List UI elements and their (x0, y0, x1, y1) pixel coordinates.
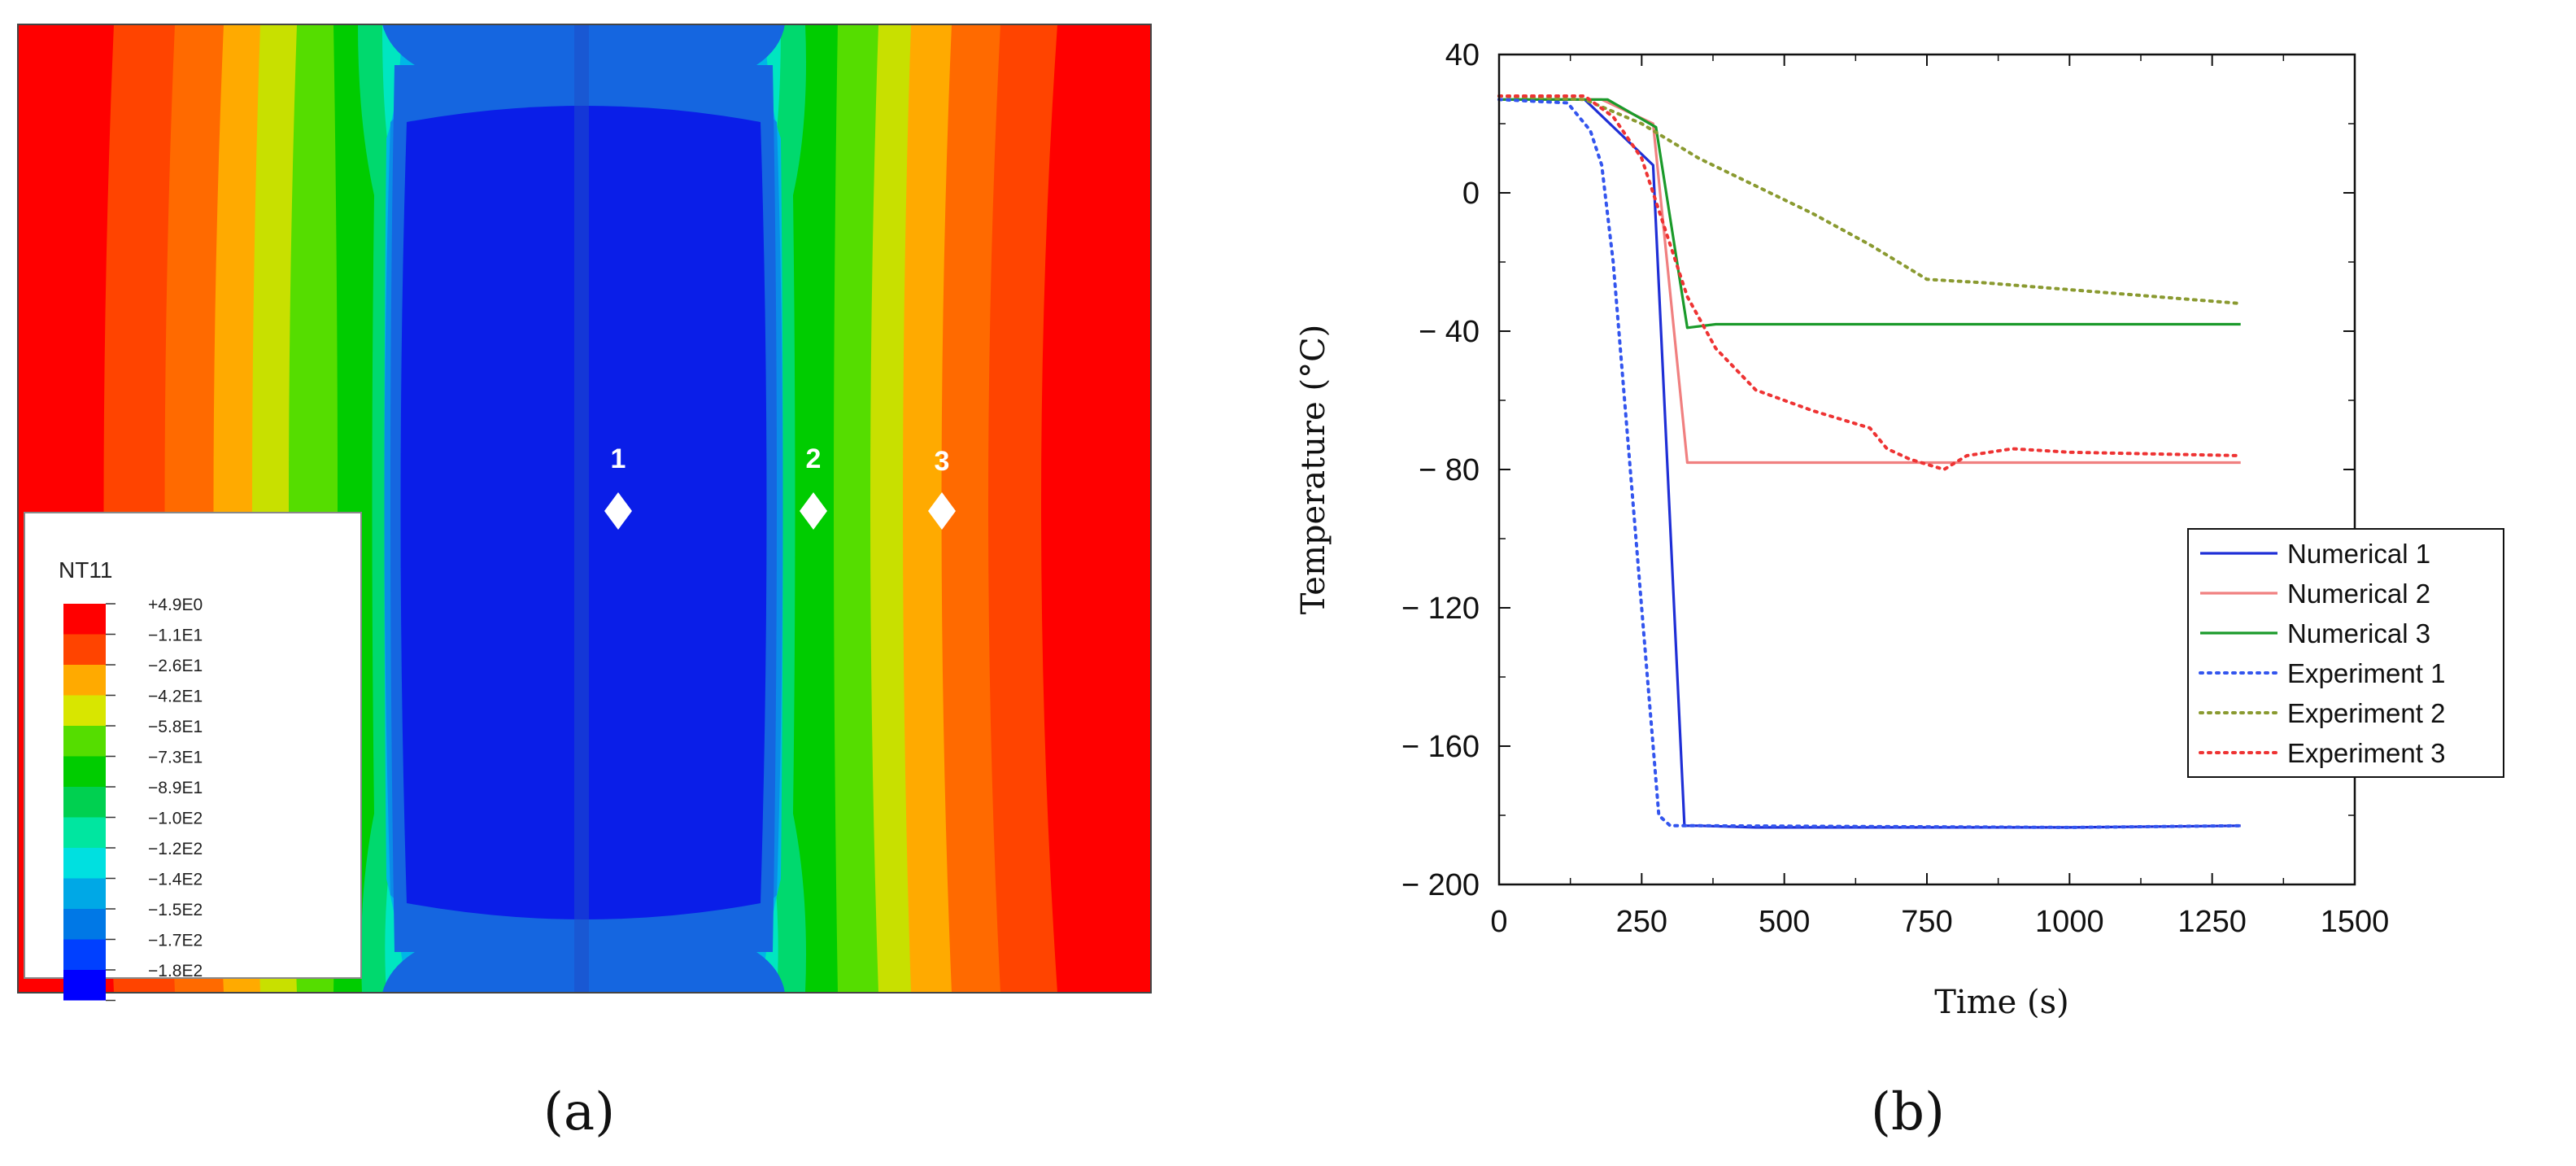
legend-label: −4.2E1 (148, 688, 203, 706)
x-tick-label: 250 (1616, 905, 1667, 939)
y-tick-label: − 200 (1401, 868, 1480, 902)
legend-swatch (63, 634, 106, 665)
legend-swatch (63, 604, 106, 635)
point-marker-3 (928, 492, 956, 530)
contour-panel: 1 2 3 NT11 +4.9E0 −1.1E1 −2.6E1 −4.2E1 −5.8E… (0, 0, 1188, 1017)
tick-labels: 0 250 500 750 1000 1250 1500 40 0 − 40 − 80 − 120 − … (1401, 38, 2389, 939)
y-tick-label: − 160 (1401, 730, 1480, 764)
x-tick-label: 1250 (2177, 905, 2247, 939)
nt11-legend: NT11 +4.9E0 −1.1E1 −2.6E1 −4.2E1 −5.8E1 −7.3E… (24, 512, 362, 1002)
legend-swatch (63, 787, 106, 818)
contour-plot: 1 2 3 NT11 +4.9E0 −1.1E1 −2.6E1 −4.2E1 −5.8E… (17, 24, 1152, 1002)
legend-label: −8.9E1 (148, 779, 203, 797)
legend-swatch (63, 756, 106, 787)
measurement-point-2: 2 (800, 443, 827, 530)
point-marker-1 (604, 492, 632, 530)
caption-b: (b) (1871, 1082, 1945, 1142)
x-tick-label: 750 (1901, 905, 1952, 939)
legend-swatch (63, 726, 106, 757)
x-axis-label: Time (s) (1934, 984, 2069, 1021)
legend-entry-3: Numerical 3 (2287, 618, 2430, 649)
legend-label: −1.0E2 (148, 810, 203, 828)
point-label-1: 1 (611, 443, 626, 474)
point-label-3: 3 (935, 446, 950, 477)
chart-legend-box (2187, 528, 2504, 778)
legend-label: −1.1E1 (148, 627, 203, 645)
legend-label: −1.4E2 (148, 871, 203, 889)
legend-label: −1.8E2 (148, 962, 203, 980)
point-marker-2 (800, 492, 827, 530)
series-layer (1497, 94, 2243, 829)
plot-border (17, 24, 1152, 994)
legend-swatch (63, 695, 106, 726)
x-tick-label: 500 (1759, 905, 1810, 939)
legend-swatch (63, 848, 106, 879)
legend-swatch (63, 817, 106, 848)
plot-frame (1497, 53, 2356, 886)
legend-title: NT11 (59, 557, 112, 583)
center-divider (574, 24, 589, 993)
temperature-chart: 0 250 500 750 1000 1250 1500 40 0 − 40 − 80 − 120 − … (1295, 38, 2504, 1021)
legend-swatch (63, 939, 106, 970)
series-line-5 (1497, 94, 2243, 305)
legend-entry-5: Experiment 2 (2287, 698, 2445, 728)
legend-entry-2: Numerical 2 (2287, 579, 2430, 609)
x-tick-label: 1500 (2321, 905, 2390, 939)
legend-entry-4: Experiment 1 (2287, 658, 2445, 688)
y-tick-label: 40 (1445, 38, 1480, 72)
legend-swatch (63, 878, 106, 909)
x-tick-label: 0 (1490, 905, 1507, 939)
legend-label: −1.2E2 (148, 840, 203, 858)
legend-entry-1: Numerical 1 (2287, 539, 2430, 569)
series-line-2 (1499, 98, 2241, 465)
y-tick-label: 0 (1462, 177, 1480, 211)
legend-label: −1.5E2 (148, 901, 203, 919)
y-tick-label: − 80 (1419, 453, 1480, 487)
chart-panel: 0 250 500 750 1000 1250 1500 40 0 − 40 − 80 − 120 − … (1188, 0, 2576, 1058)
measurement-point-1: 1 (604, 443, 632, 530)
caption-a: (a) (543, 1082, 616, 1142)
legend-label: −2.6E1 (148, 657, 203, 675)
x-tick-label: 1000 (2035, 905, 2104, 939)
series-line-6 (1497, 94, 2243, 471)
point-label-2: 2 (806, 443, 822, 474)
contour-bands (103, 24, 1057, 993)
y-axis-label: Temperature (°C) (1295, 325, 1332, 615)
legend-swatch (63, 665, 106, 696)
series-line-4 (1497, 98, 2243, 829)
y-tick-label: − 40 (1419, 315, 1480, 349)
chart-legend: Numerical 1 Numerical 2 Numerical 3 Experim… (2187, 528, 2504, 778)
legend-label: +4.9E0 (148, 596, 203, 614)
legend-swatches: +4.9E0 −1.1E1 −2.6E1 −4.2E1 −5.8E1 −7.3E1 −8.9… (63, 596, 203, 1002)
legend-swatch (63, 970, 106, 1001)
legend-swatch (63, 909, 106, 940)
y-tick-label: − 120 (1401, 592, 1480, 626)
legend-label: −5.8E1 (148, 718, 203, 736)
legend-label: −1.7E2 (148, 932, 203, 950)
measurement-point-3: 3 (928, 446, 956, 530)
legend-entry-6: Experiment 3 (2287, 738, 2445, 768)
legend-label: −7.3E1 (148, 749, 203, 767)
